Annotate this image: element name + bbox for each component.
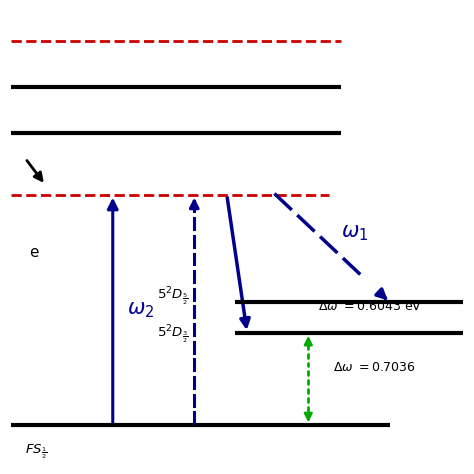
Text: $\omega_1$: $\omega_1$ <box>341 223 368 243</box>
Text: $5^2D_{\frac{3}{2}}$: $5^2D_{\frac{3}{2}}$ <box>157 324 188 346</box>
Text: $FS_{\frac{1}{2}}$: $FS_{\frac{1}{2}}$ <box>25 443 47 461</box>
Text: $5^2D_{\frac{5}{2}}$: $5^2D_{\frac{5}{2}}$ <box>157 285 188 308</box>
Text: $\Delta\omega\ =0.6043\ \mathrm{eV}$: $\Delta\omega\ =0.6043\ \mathrm{eV}$ <box>319 300 423 313</box>
Text: $\omega_2$: $\omega_2$ <box>127 300 155 320</box>
Text: $\Delta\omega\ =0.7036$: $\Delta\omega\ =0.7036$ <box>333 361 415 374</box>
Text: e: e <box>29 245 39 260</box>
